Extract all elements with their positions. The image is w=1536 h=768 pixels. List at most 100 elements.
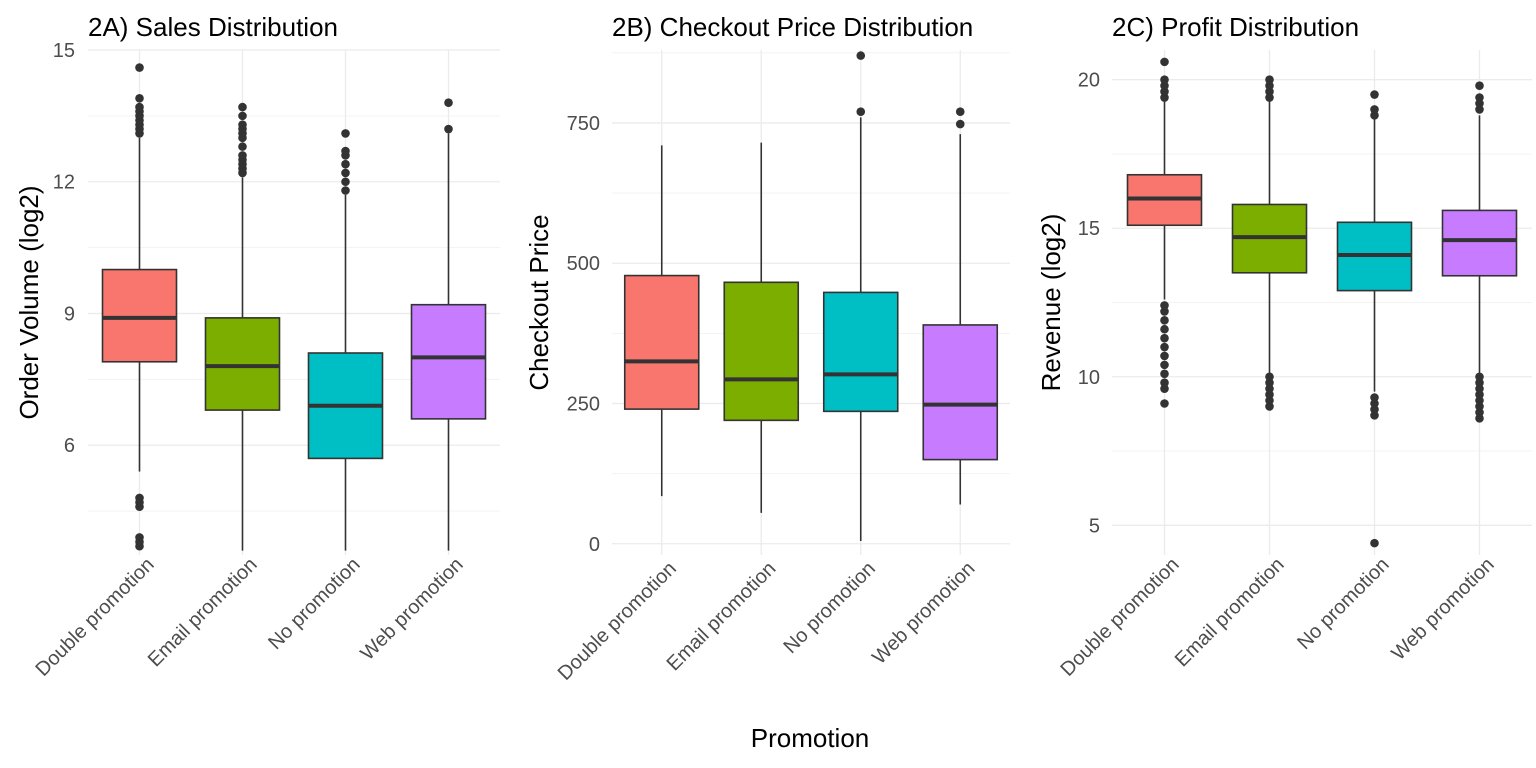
outlier-point <box>1370 90 1379 99</box>
outlier-point <box>1265 75 1274 85</box>
x-tick-label: No promotion <box>1293 554 1393 654</box>
outlier-point <box>1370 111 1379 120</box>
outlier-point <box>955 119 965 129</box>
outlier-point <box>135 63 144 72</box>
outlier-point <box>341 177 350 187</box>
outlier-point <box>341 186 350 195</box>
outlier-point <box>1160 301 1169 310</box>
box-body <box>822 291 899 413</box>
box-body <box>922 324 999 461</box>
outlier-point <box>1475 396 1484 405</box>
outlier-point <box>1265 81 1274 90</box>
y-tick-label: 12 <box>53 172 75 194</box>
y-tick-label: 5 <box>1089 515 1100 537</box>
outlier-point <box>135 94 144 103</box>
outlier-point <box>1160 75 1169 85</box>
outlier-point <box>955 107 965 117</box>
panel-title: 2B) Checkout Price Distribution <box>612 12 973 42</box>
y-tick-label: 15 <box>1078 218 1100 240</box>
outlier-point <box>1265 378 1274 388</box>
outlier-point <box>238 151 247 160</box>
outlier-point <box>1160 369 1169 379</box>
box-body <box>410 303 487 420</box>
outlier-point <box>1160 342 1169 352</box>
outlier-point <box>1160 384 1169 393</box>
box-no-promotion <box>822 51 899 541</box>
outlier-point <box>1370 538 1379 548</box>
outlier-point <box>1475 402 1484 411</box>
outlier-point <box>238 102 247 112</box>
outlier-point <box>1475 99 1484 108</box>
x-tick-label: Email promotion <box>663 558 781 676</box>
box-double-promotion <box>623 145 700 497</box>
y-tick-label: 10 <box>1078 367 1100 389</box>
y-tick-label: 20 <box>1078 70 1100 92</box>
x-tick-label: No promotion <box>264 554 364 654</box>
y-axis-title: Revenue (log2) <box>1036 214 1066 392</box>
outlier-point <box>1370 393 1379 402</box>
outlier-point <box>238 142 247 151</box>
outlier-point <box>238 120 247 129</box>
outlier-point <box>1475 372 1484 382</box>
outlier-point <box>341 129 350 138</box>
outlier-point <box>1265 372 1274 382</box>
box-double-promotion <box>101 63 178 551</box>
outlier-point <box>341 168 350 178</box>
x-tick-label: Double promotion <box>554 558 681 685</box>
x-tick-label: Web promotion <box>1387 554 1498 665</box>
outlier-point <box>1370 411 1379 420</box>
box-email-promotion <box>723 142 800 513</box>
outlier-point <box>1160 307 1169 316</box>
box-email-promotion <box>1231 75 1308 411</box>
box-body <box>101 268 178 363</box>
outlier-point <box>1160 333 1169 343</box>
box-web-promotion <box>1441 81 1518 423</box>
box-body <box>1441 209 1518 277</box>
x-tick-label: Web promotion <box>868 558 979 669</box>
box-no-promotion <box>307 129 384 551</box>
y-tick-label: 750 <box>567 113 600 135</box>
y-tick-label: 0 <box>589 534 600 556</box>
outlier-point <box>1160 93 1169 102</box>
y-tick-label: 9 <box>64 303 75 325</box>
box-email-promotion <box>204 102 281 551</box>
x-tick-label: Email promotion <box>1171 554 1289 672</box>
outlier-point <box>856 51 866 60</box>
outlier-point <box>1160 57 1169 67</box>
outlier-point <box>1475 378 1484 388</box>
y-tick-label: 15 <box>53 40 75 62</box>
panel-title: 2C) Profit Distribution <box>1112 12 1359 42</box>
panel-title: 2A) Sales Distribution <box>88 12 338 42</box>
outlier-point <box>1160 378 1169 388</box>
outlier-point <box>444 98 453 107</box>
box-body <box>623 274 700 410</box>
outlier-point <box>444 124 453 134</box>
outlier-point <box>1265 93 1274 102</box>
outlier-point <box>135 493 144 503</box>
x-tick-label: Email promotion <box>144 554 262 672</box>
y-tick-label: 6 <box>64 435 75 457</box>
y-axis-title: Order Volume (log2) <box>14 185 44 419</box>
outlier-point <box>1265 87 1274 96</box>
outlier-point <box>1160 360 1169 370</box>
outlier-point <box>1160 87 1169 96</box>
x-tick-label: Web promotion <box>356 554 467 665</box>
outlier-point <box>135 533 144 542</box>
outlier-point <box>856 107 866 117</box>
outlier-point <box>1160 81 1169 90</box>
outlier-point <box>341 159 350 169</box>
box-body <box>723 281 800 422</box>
y-axis-title: Checkout Price <box>524 214 554 390</box>
outlier-point <box>1265 384 1274 393</box>
outlier-point <box>1160 351 1169 361</box>
outlier-point <box>1475 414 1484 423</box>
box-web-promotion <box>922 107 999 505</box>
outlier-point <box>1370 399 1379 408</box>
box-no-promotion <box>1336 90 1413 548</box>
outlier-point <box>1370 105 1379 114</box>
outlier-point <box>1475 93 1484 102</box>
